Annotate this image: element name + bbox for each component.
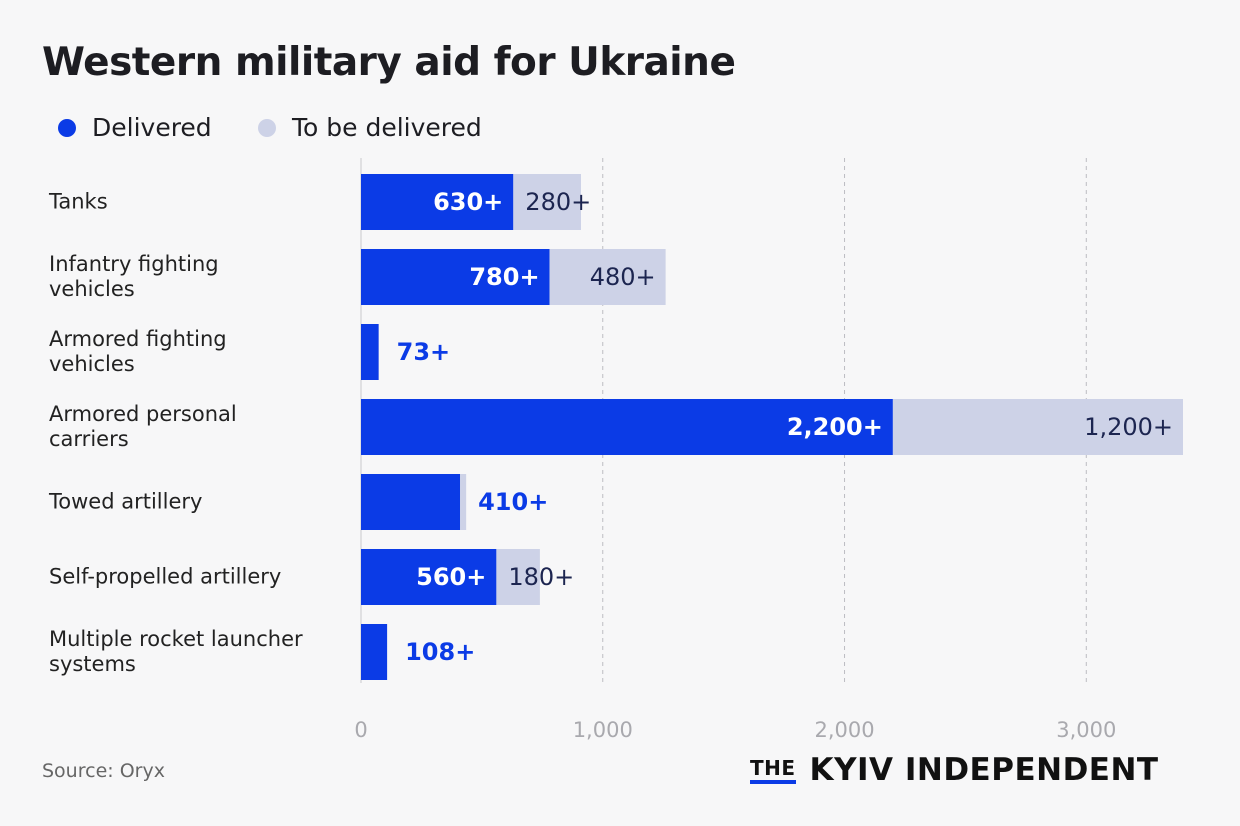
x-tick-label: 2,000 (814, 718, 874, 742)
chart-title: Western military aid for Ukraine (42, 40, 736, 85)
value-label: 180+ (508, 563, 574, 591)
bar-segment (460, 474, 467, 530)
bar-segment (361, 324, 379, 380)
bar-segment (892, 399, 1183, 455)
bar-segment (361, 174, 514, 230)
legend-item: To be delivered (258, 113, 482, 142)
category-label: Multiple rocket launcher systems (49, 627, 303, 676)
value-label: 1,200+ (1084, 413, 1173, 441)
bar-segment (361, 624, 388, 680)
bar-segment (361, 399, 893, 455)
bar-segment (513, 174, 582, 230)
legend-swatch (258, 118, 276, 137)
category-label: Tanks (49, 189, 108, 214)
source: Source: Oryx (42, 760, 165, 782)
legend-label: Delivered (92, 113, 212, 142)
bar-segment (549, 249, 666, 305)
bar-segment (496, 549, 540, 605)
value-label: 108+ (405, 638, 475, 666)
category-label: Armored fighting vehicles (49, 327, 227, 376)
legend-label: To be delivered (292, 113, 482, 142)
value-label: 410+ (478, 488, 548, 516)
bar-segment (361, 249, 550, 305)
logo-name: KYIV INDEPENDENT (809, 752, 1159, 788)
value-label: 2,200+ (787, 413, 883, 441)
x-tick-label: 3,000 (1056, 718, 1116, 742)
bar-segment (361, 549, 497, 605)
bar-segment (361, 474, 461, 530)
logo: THE KYIV INDEPENDENT (750, 752, 1159, 788)
legend-swatch (58, 118, 76, 137)
value-label: 630+ (433, 188, 503, 216)
category-label: Armored personal carriers (49, 402, 237, 451)
x-tick-label: 1,000 (573, 718, 633, 742)
value-label: 780+ (469, 263, 539, 291)
logo-the: THE (750, 758, 796, 784)
category-label: Self-propelled artillery (49, 564, 282, 589)
x-tick-label: 0 (354, 718, 367, 742)
value-label: 560+ (416, 563, 486, 591)
value-label: 73+ (397, 338, 451, 366)
value-label: 280+ (525, 188, 591, 216)
value-label: 480+ (590, 263, 656, 291)
category-label: Towed artillery (49, 489, 203, 514)
legend-item: Delivered (58, 113, 212, 142)
category-label: Infantry fighting vehicles (49, 252, 219, 301)
